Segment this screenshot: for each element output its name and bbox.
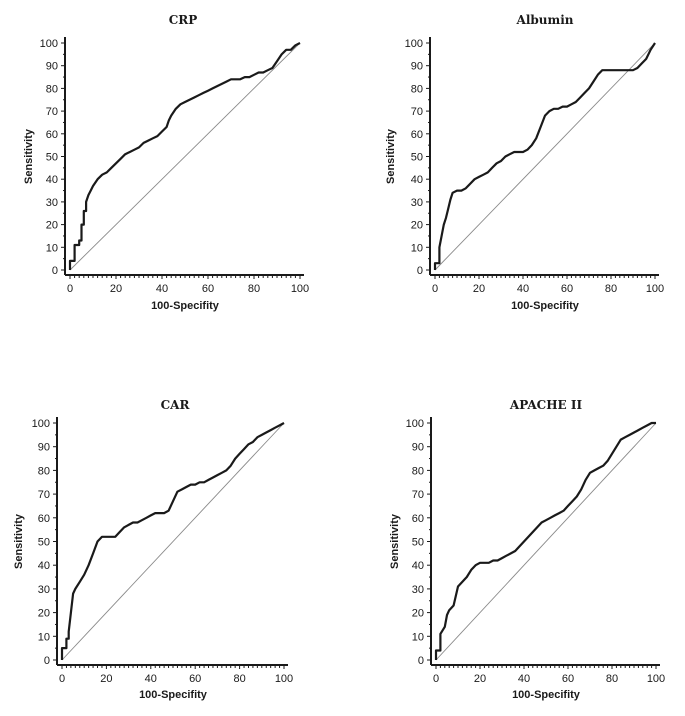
y-axis-label: Sensitivity bbox=[385, 128, 397, 184]
x-tick-label: 20 bbox=[100, 673, 112, 685]
y-tick-label: 50 bbox=[412, 537, 424, 549]
roc-panel: CRP 0 10 20 30 40 50 60 70 80 90 100 0 20 40 60 80 100 100… bbox=[23, 13, 309, 312]
chart-title: APACHE II bbox=[509, 398, 583, 412]
y-tick-label: 20 bbox=[412, 608, 424, 620]
y-tick-label: 60 bbox=[38, 513, 50, 525]
y-tick-label: 30 bbox=[38, 584, 50, 596]
x-tick-label: 40 bbox=[517, 283, 529, 295]
y-tick-label: 60 bbox=[46, 129, 58, 141]
y-tick-label: 40 bbox=[411, 174, 423, 186]
reference-diagonal bbox=[435, 422, 657, 661]
y-tick-label: 0 bbox=[44, 655, 50, 667]
y-tick-label: 90 bbox=[412, 442, 424, 454]
y-axis-label: Sensitivity bbox=[389, 513, 401, 569]
y-tick-label: 10 bbox=[38, 631, 50, 643]
y-tick-label: 90 bbox=[46, 61, 58, 73]
y-tick-label: 80 bbox=[412, 465, 424, 477]
y-tick-label: 0 bbox=[418, 655, 424, 667]
x-tick-label: 100 bbox=[646, 283, 664, 295]
roc-curve bbox=[68, 42, 301, 270]
y-tick-label: 70 bbox=[38, 489, 50, 501]
y-tick-label: 80 bbox=[38, 465, 50, 477]
chart-title: CAR bbox=[161, 398, 191, 412]
y-tick-label: 50 bbox=[411, 152, 423, 164]
y-tick-label: 70 bbox=[412, 489, 424, 501]
x-tick-label: 40 bbox=[518, 673, 530, 685]
roc-curve bbox=[434, 421, 656, 660]
roc-panel: Albumin 0 10 20 30 40 50 60 70 80 90 100 0 20 40 60 80 10… bbox=[385, 13, 664, 312]
x-tick-label: 20 bbox=[474, 673, 486, 685]
x-axis-label: 100-Specifity bbox=[139, 689, 208, 701]
y-tick-label: 100 bbox=[405, 38, 423, 50]
reference-diagonal bbox=[61, 422, 285, 661]
x-tick-label: 40 bbox=[145, 673, 157, 685]
y-tick-label: 10 bbox=[411, 242, 423, 254]
y-tick-label: 30 bbox=[46, 197, 58, 209]
y-tick-label: 50 bbox=[46, 152, 58, 164]
y-tick-label: 90 bbox=[411, 61, 423, 73]
reference-diagonal bbox=[69, 42, 301, 271]
x-axis-label: 100-Specifity bbox=[512, 689, 581, 701]
chart-title: CRP bbox=[169, 13, 198, 27]
x-tick-label: 80 bbox=[248, 283, 260, 295]
x-tick-label: 60 bbox=[562, 673, 574, 685]
y-tick-label: 40 bbox=[46, 174, 58, 186]
y-tick-label: 50 bbox=[38, 537, 50, 549]
y-axis-label: Sensitivity bbox=[23, 128, 35, 184]
y-tick-label: 0 bbox=[52, 265, 58, 277]
chart-title: Albumin bbox=[516, 13, 574, 27]
y-tick-label: 40 bbox=[38, 560, 50, 572]
x-axis-label: 100-Specifity bbox=[511, 300, 580, 312]
x-tick-label: 80 bbox=[605, 283, 617, 295]
x-tick-label: 80 bbox=[606, 673, 618, 685]
roc-curve bbox=[60, 422, 285, 660]
x-axis-label: 100-Specifity bbox=[151, 300, 220, 312]
y-tick-label: 10 bbox=[46, 242, 58, 254]
x-tick-label: 0 bbox=[59, 673, 65, 685]
x-tick-label: 0 bbox=[433, 673, 439, 685]
y-tick-label: 80 bbox=[46, 83, 58, 95]
y-tick-label: 30 bbox=[412, 584, 424, 596]
y-tick-label: 100 bbox=[40, 38, 58, 50]
y-tick-label: 70 bbox=[46, 106, 58, 118]
x-tick-label: 100 bbox=[275, 673, 293, 685]
y-tick-label: 60 bbox=[412, 513, 424, 525]
x-tick-label: 0 bbox=[67, 283, 73, 295]
y-tick-label: 80 bbox=[411, 83, 423, 95]
x-tick-label: 80 bbox=[233, 673, 245, 685]
x-tick-label: 60 bbox=[189, 673, 201, 685]
y-tick-label: 20 bbox=[38, 608, 50, 620]
reference-diagonal bbox=[434, 42, 656, 271]
y-tick-label: 90 bbox=[38, 442, 50, 454]
y-tick-label: 20 bbox=[46, 220, 58, 232]
y-tick-label: 30 bbox=[411, 197, 423, 209]
y-tick-label: 100 bbox=[32, 418, 50, 430]
y-tick-label: 100 bbox=[406, 418, 424, 430]
x-tick-label: 40 bbox=[156, 283, 168, 295]
y-tick-label: 20 bbox=[411, 220, 423, 232]
x-tick-label: 60 bbox=[202, 283, 214, 295]
roc-panel: APACHE II 0 10 20 30 40 50 60 70 80 90 100 0 20 40 60 80… bbox=[389, 398, 665, 701]
y-axis-label: Sensitivity bbox=[13, 513, 25, 569]
x-tick-label: 100 bbox=[647, 673, 665, 685]
x-tick-label: 100 bbox=[291, 283, 309, 295]
x-tick-label: 0 bbox=[432, 283, 438, 295]
y-tick-label: 40 bbox=[412, 560, 424, 572]
y-tick-label: 0 bbox=[417, 265, 423, 277]
x-tick-label: 20 bbox=[473, 283, 485, 295]
y-tick-label: 70 bbox=[411, 106, 423, 118]
x-tick-label: 60 bbox=[561, 283, 573, 295]
y-tick-label: 60 bbox=[411, 129, 423, 141]
x-tick-label: 20 bbox=[110, 283, 122, 295]
y-tick-label: 10 bbox=[412, 631, 424, 643]
roc-panel: CAR 0 10 20 30 40 50 60 70 80 90 100 0 20 40 60 80 100 100… bbox=[13, 398, 293, 701]
roc-curve bbox=[433, 42, 656, 270]
